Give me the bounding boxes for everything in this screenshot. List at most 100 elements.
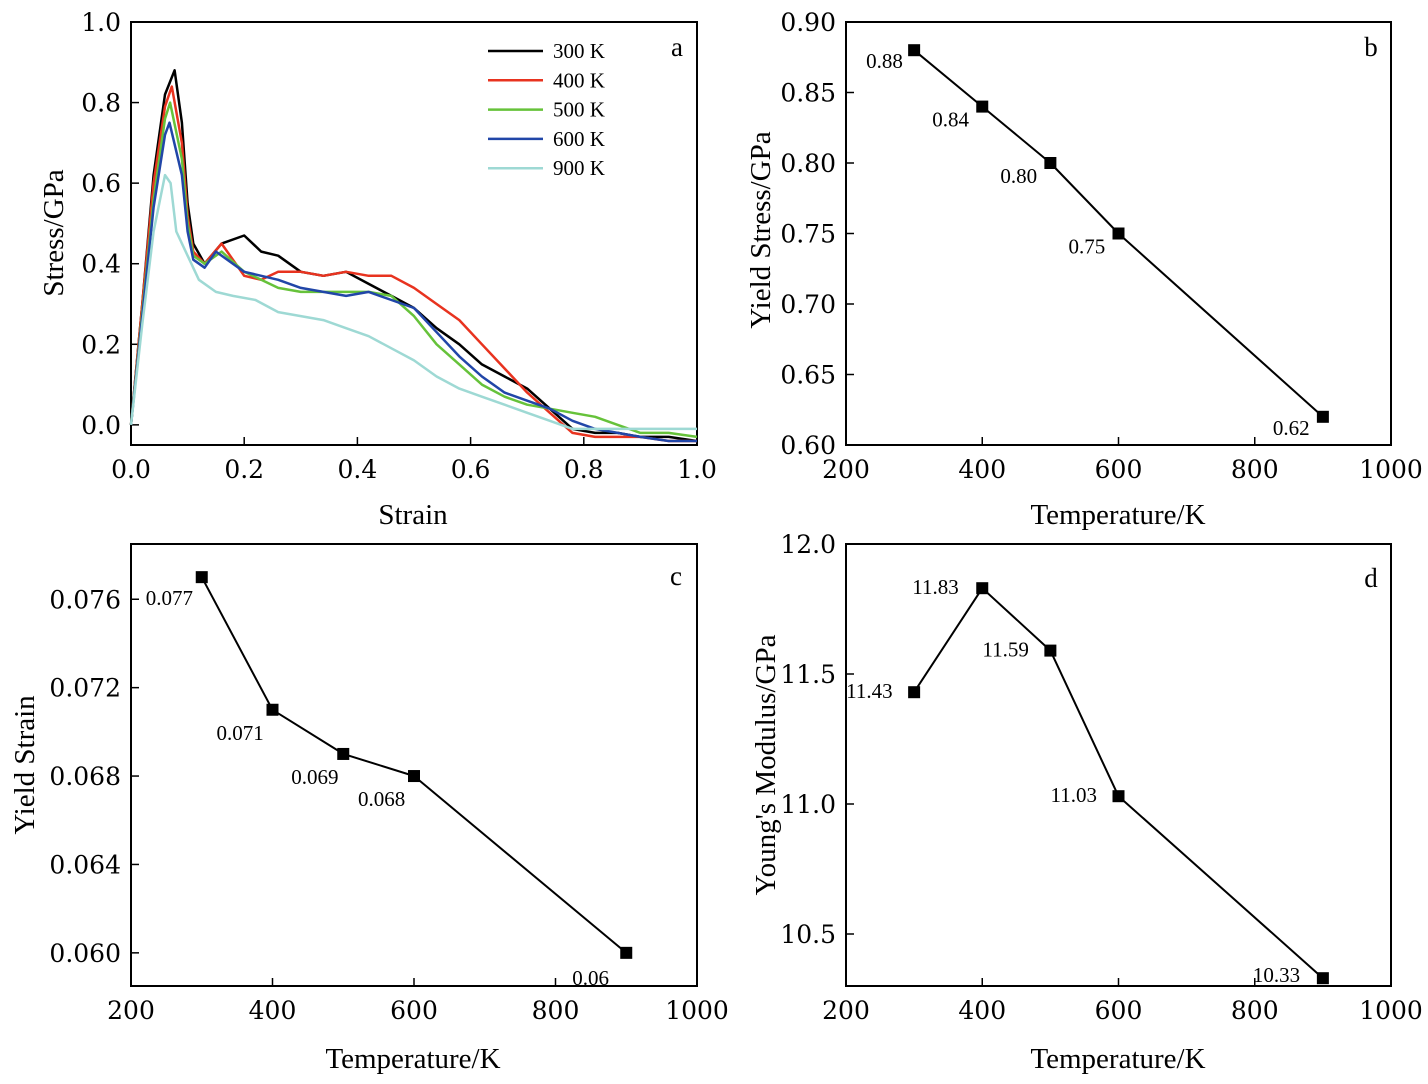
- legend-label: 500 K: [553, 98, 605, 122]
- y-tick-label: 0.65: [780, 361, 836, 390]
- y-tick-label: 0.2: [81, 330, 121, 359]
- data-label: 0.75: [1069, 235, 1106, 259]
- y-axis-title: Yield Stress/GPa: [745, 131, 777, 328]
- x-tick-label: 400: [249, 996, 297, 1025]
- data-point: [1044, 157, 1057, 169]
- x-tick-label: 1000: [665, 996, 729, 1025]
- x-tick-label: 400: [958, 455, 1006, 484]
- panel-letter: a: [671, 32, 683, 62]
- data-point: [337, 747, 350, 760]
- panel-letter: b: [1364, 32, 1378, 62]
- data-point: [976, 100, 989, 113]
- data-point: [1316, 410, 1329, 423]
- x-axis-title: Strain: [378, 499, 448, 531]
- y-tick-label: 0.80: [780, 149, 836, 178]
- y-axis-title: Young's Modulus/GPa: [750, 634, 782, 895]
- data-label: 11.03: [1051, 783, 1097, 807]
- y-tick-label: 11.0: [780, 790, 836, 819]
- panel-letter: d: [1364, 563, 1378, 593]
- y-tick-label: 12.0: [780, 530, 836, 559]
- data-label: 0.84: [932, 108, 969, 132]
- x-tick-label: 400: [958, 996, 1006, 1025]
- y-tick-label: 0.064: [49, 850, 121, 879]
- data-label: 0.068: [358, 787, 405, 811]
- y-tick-label: 0.060: [49, 939, 121, 968]
- y-axis-title: Yield Strain: [9, 695, 41, 835]
- panel-letter: c: [670, 561, 682, 591]
- y-tick-label: 10.5: [780, 920, 836, 949]
- y-tick-label: 0.072: [49, 674, 121, 703]
- legend-label: 400 K: [553, 68, 605, 92]
- x-tick-label: 200: [822, 996, 870, 1025]
- data-label: 0.077: [146, 586, 193, 610]
- x-tick-label: 600: [1095, 996, 1143, 1025]
- data-label: 0.62: [1273, 416, 1310, 440]
- data-point: [908, 44, 921, 57]
- x-axis-title: Temperature/K: [1030, 499, 1205, 531]
- data-label: 0.071: [217, 721, 264, 745]
- x-tick-label: 0.4: [338, 455, 378, 484]
- x-tick-label: 800: [1231, 455, 1279, 484]
- data-label: 11.59: [982, 638, 1028, 662]
- panel-c-yield-strain: 200 400 600 800 1000 0.060 0.064 0.068 0.072 0.07…: [9, 543, 729, 1075]
- y-tick-label: 0.076: [49, 585, 121, 614]
- y-tick-label: 0.0: [81, 411, 121, 440]
- y-tick-label: 0.85: [780, 79, 836, 108]
- y-tick-label: 0.70: [780, 290, 836, 319]
- series-line-500-k: [129, 101, 698, 439]
- panel-b-yield-stress: 200 400 600 800 1000 0.60 0.65 0.70 0.75 0.80 0.85…: [745, 8, 1423, 531]
- series-line-600-k: [129, 121, 697, 443]
- y-tick-label: 0.60: [780, 431, 836, 460]
- data-label: 10.33: [1253, 963, 1300, 987]
- panel-a-stress-strain: 0.0 0.2 0.4 0.6 0.8 1.0 0.0 0.2 0.4 0.6 0.8 1.0 Stra…: [38, 8, 717, 531]
- data-point: [1316, 972, 1329, 985]
- y-tick-label: 1.0: [81, 8, 121, 37]
- x-axis-title: Temperature/K: [1030, 1043, 1205, 1075]
- data-label: 0.069: [291, 765, 338, 789]
- x-tick-label: 200: [107, 996, 155, 1025]
- data-point: [1044, 644, 1057, 657]
- x-tick-label: 800: [1231, 996, 1279, 1025]
- data-point: [1112, 227, 1125, 240]
- legend-label: 900 K: [553, 156, 605, 180]
- data-point: [1112, 790, 1125, 803]
- y-tick-label: 0.4: [81, 250, 121, 279]
- panel-d-youngs-modulus: 200 400 600 800 1000 10.5 11.0 11.5 12.0 Temperat…: [750, 530, 1423, 1075]
- x-tick-label: 1.0: [677, 455, 717, 484]
- x-tick-label: 1000: [1359, 455, 1423, 484]
- data-point: [908, 686, 921, 699]
- data-point: [195, 571, 208, 584]
- data-point: [408, 770, 420, 783]
- y-tick-label: 0.8: [81, 89, 121, 118]
- y-tick-label: 0.75: [780, 220, 836, 249]
- data-label: 11.43: [846, 679, 892, 703]
- x-tick-label: 1000: [1359, 996, 1423, 1025]
- data-point: [620, 946, 633, 959]
- y-tick-label: 0.90: [780, 8, 836, 37]
- series-line-900-k: [129, 173, 697, 431]
- x-tick-label: 0.6: [451, 455, 491, 484]
- y-tick-label: 0.6: [81, 169, 121, 198]
- y-axis-title: Stress/GPa: [38, 169, 70, 296]
- data-point: [266, 703, 279, 716]
- x-axis-title: Temperature/K: [325, 1043, 500, 1075]
- y-tick-label: 11.5: [780, 660, 836, 689]
- data-label: 0.06: [572, 966, 609, 990]
- data-label: 0.88: [866, 49, 903, 73]
- x-tick-label: 0.2: [224, 455, 264, 484]
- data-label: 0.80: [1000, 164, 1037, 188]
- data-point: [976, 582, 989, 595]
- x-tick-label: 600: [390, 996, 438, 1025]
- series-line-400-k: [129, 85, 697, 443]
- y-tick-label: 0.068: [49, 762, 121, 791]
- x-tick-label: 800: [532, 996, 580, 1025]
- legend-label: 600 K: [553, 127, 605, 151]
- x-tick-label: 0.0: [111, 455, 151, 484]
- x-tick-label: 200: [822, 455, 870, 484]
- plot-frame: [130, 21, 698, 446]
- x-tick-label: 0.8: [564, 455, 604, 484]
- x-tick-label: 600: [1095, 455, 1143, 484]
- legend-label: 300 K: [553, 39, 605, 63]
- data-label: 11.83: [912, 575, 958, 599]
